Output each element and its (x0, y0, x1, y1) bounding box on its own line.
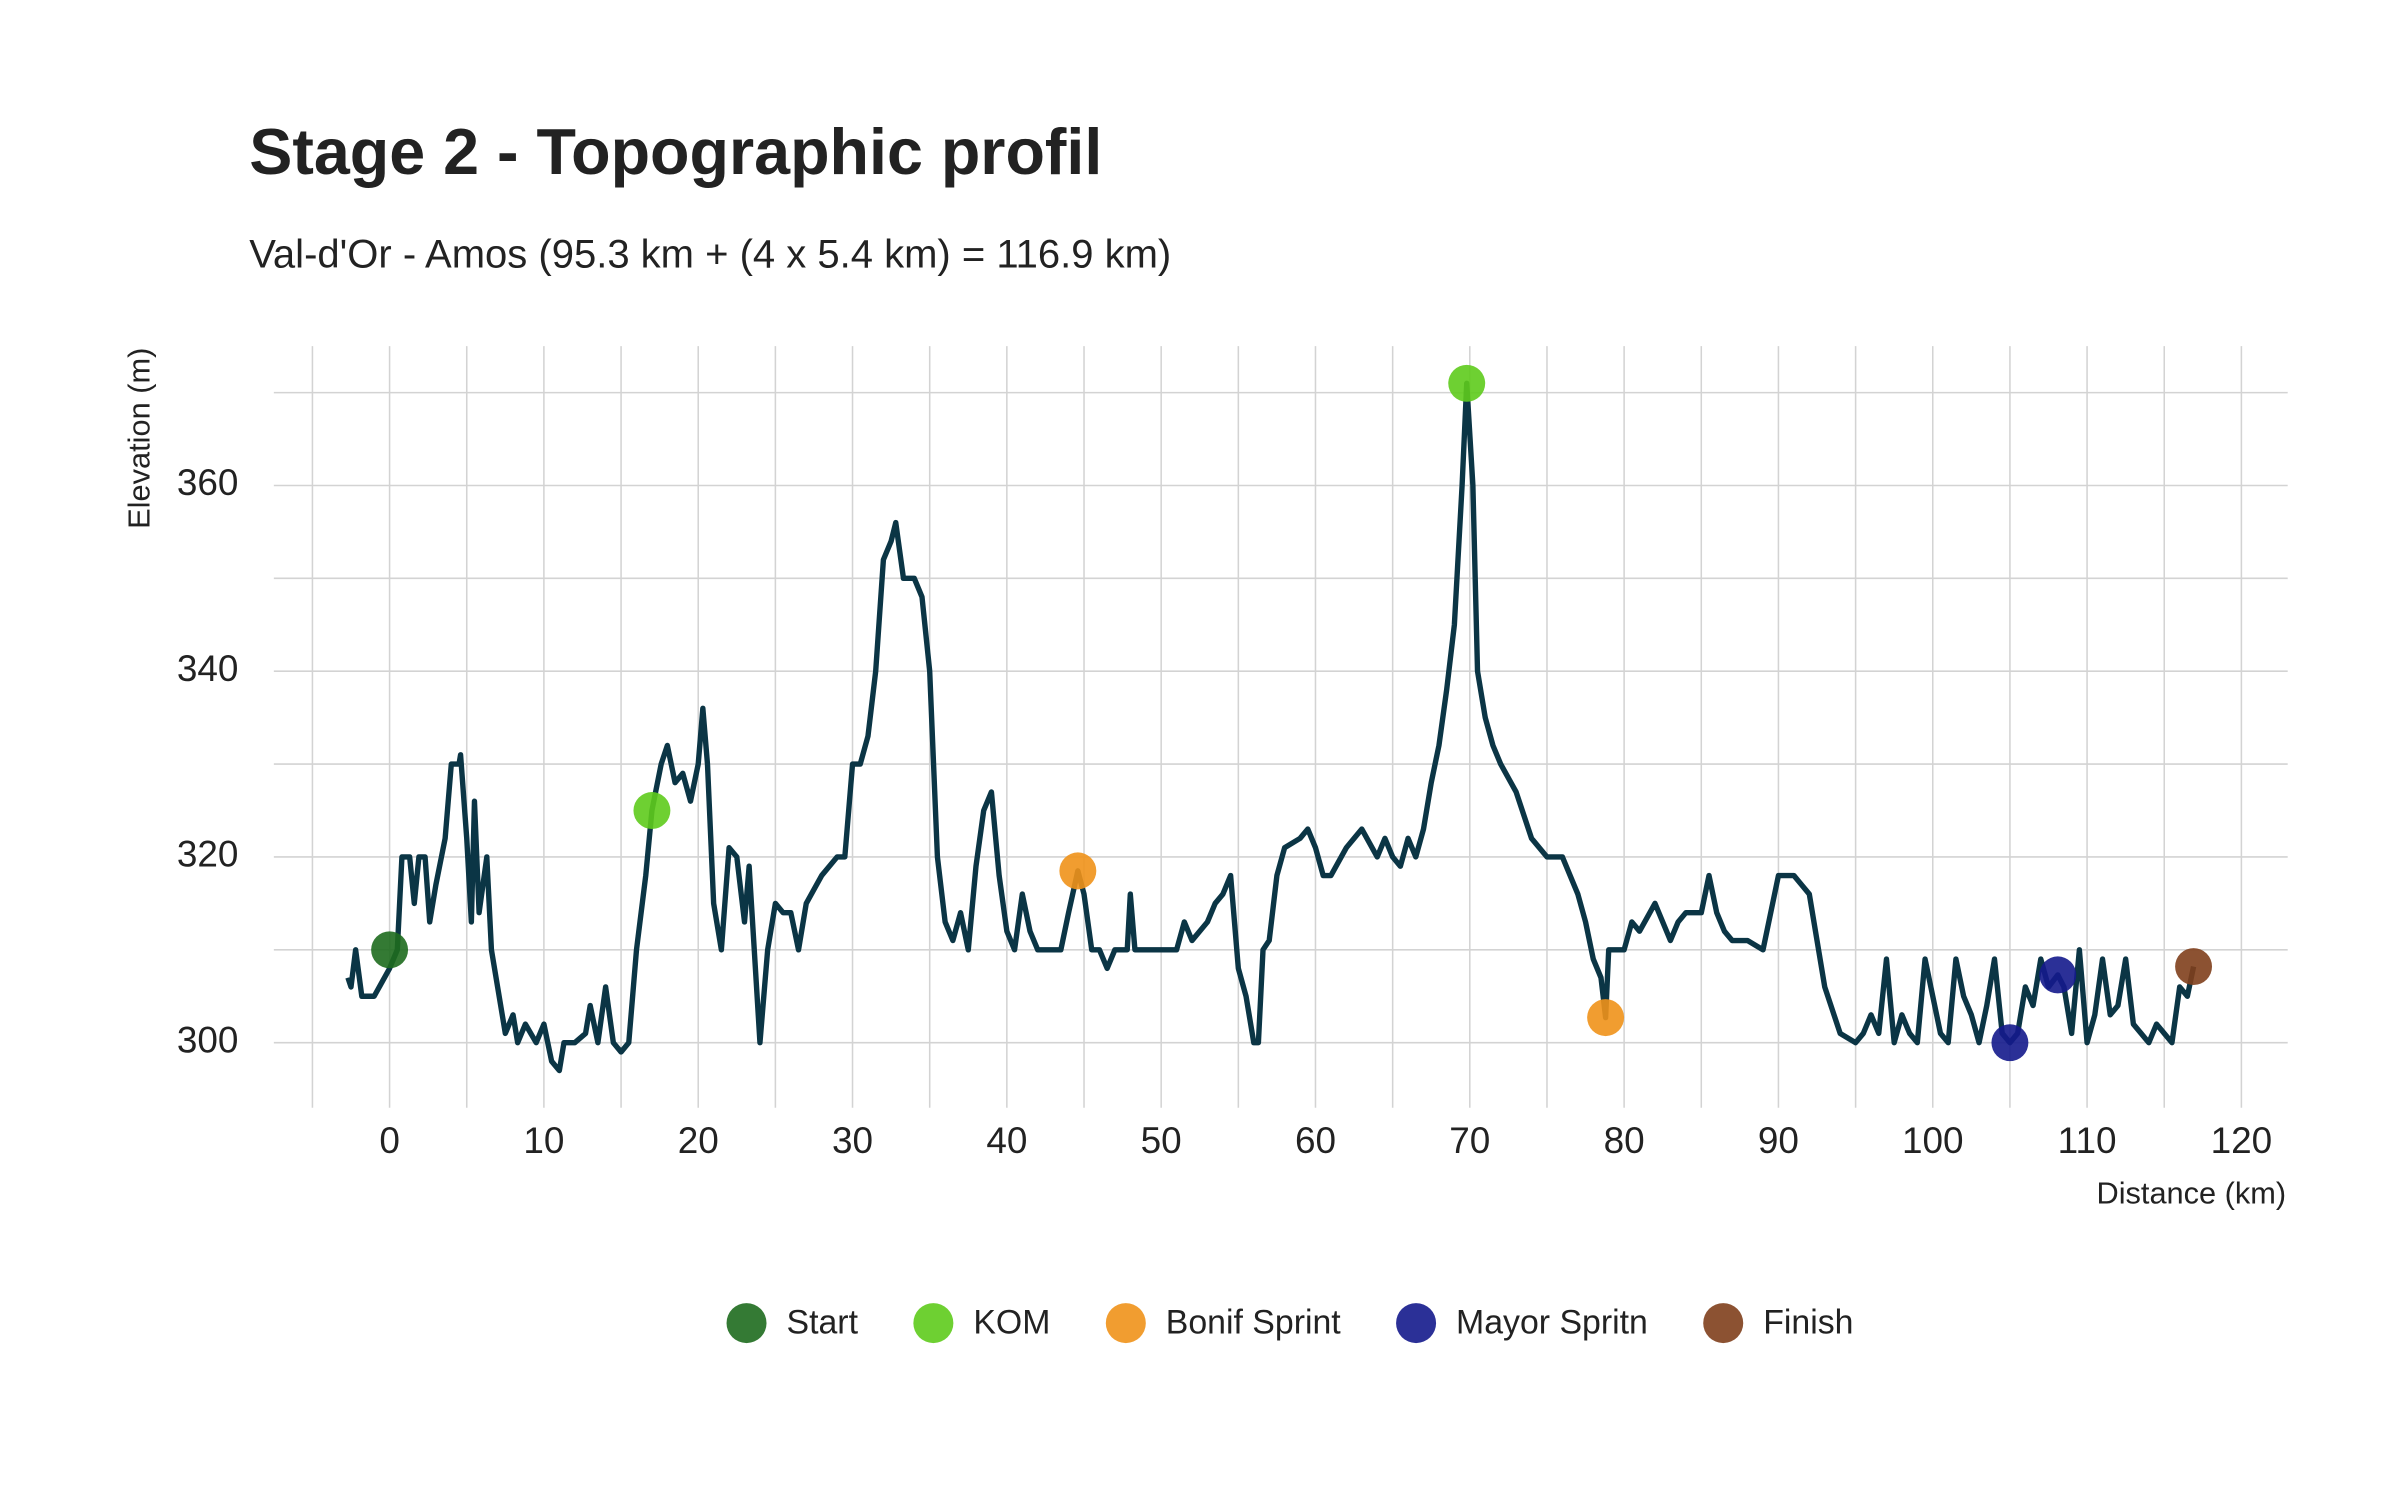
marker (2039, 956, 2077, 994)
x-tick-label: 90 (1758, 1120, 1799, 1161)
x-tick-label: 50 (1141, 1120, 1182, 1161)
marker (1587, 999, 1625, 1037)
y-axis-title: Elevation (m) (122, 348, 157, 529)
legend-label: Finish (1763, 1304, 1853, 1342)
legend-label: Mayor Spritn (1456, 1304, 1648, 1342)
marker (1448, 364, 1486, 402)
elevation-line (345, 380, 2197, 1074)
marker (2175, 948, 2213, 985)
chart-subtitle: Val-d'Or - Amos (95.3 km + (4 x 5.4 km) … (249, 232, 1171, 276)
x-tick-label: 60 (1295, 1120, 1336, 1161)
x-tick-label: 30 (832, 1120, 873, 1161)
x-tick-label: 80 (1604, 1120, 1645, 1161)
legend-swatch (1703, 1303, 1744, 1344)
legend: Start KOM Bonif Sprint Mayor Spritn Finish (726, 1303, 1853, 1344)
legend-label: Bonif Sprint (1166, 1304, 1341, 1342)
legend-swatch (913, 1303, 954, 1344)
marker (371, 931, 409, 969)
y-tick-label: 320 (177, 834, 239, 875)
x-tick-label: 70 (1449, 1120, 1490, 1161)
x-tick-label: 40 (986, 1120, 1027, 1161)
x-tick-label: 10 (523, 1120, 564, 1161)
legend-swatch (726, 1303, 767, 1344)
legend-label: KOM (973, 1304, 1050, 1342)
grid (273, 346, 2288, 1108)
legend-label: Start (787, 1304, 859, 1342)
marker (1059, 852, 1097, 890)
y-tick-label: 340 (177, 648, 239, 689)
y-tick-label: 360 (177, 462, 239, 503)
x-tick-label: 20 (678, 1120, 719, 1161)
x-axis-title: Distance (km) (2096, 1176, 2286, 1211)
x-tick-label: 100 (1902, 1120, 1964, 1161)
x-tick-label: 110 (2058, 1120, 2117, 1161)
legend-swatch (1396, 1303, 1437, 1344)
marker (633, 792, 671, 829)
legend-swatch (1105, 1303, 1146, 1344)
marker (1991, 1024, 2029, 1062)
x-tick-label: 120 (2211, 1120, 2273, 1161)
y-tick-label: 300 (177, 1019, 239, 1060)
chart-title: Stage 2 - Topographic profil (249, 116, 1102, 188)
x-tick-label: 0 (379, 1120, 400, 1161)
